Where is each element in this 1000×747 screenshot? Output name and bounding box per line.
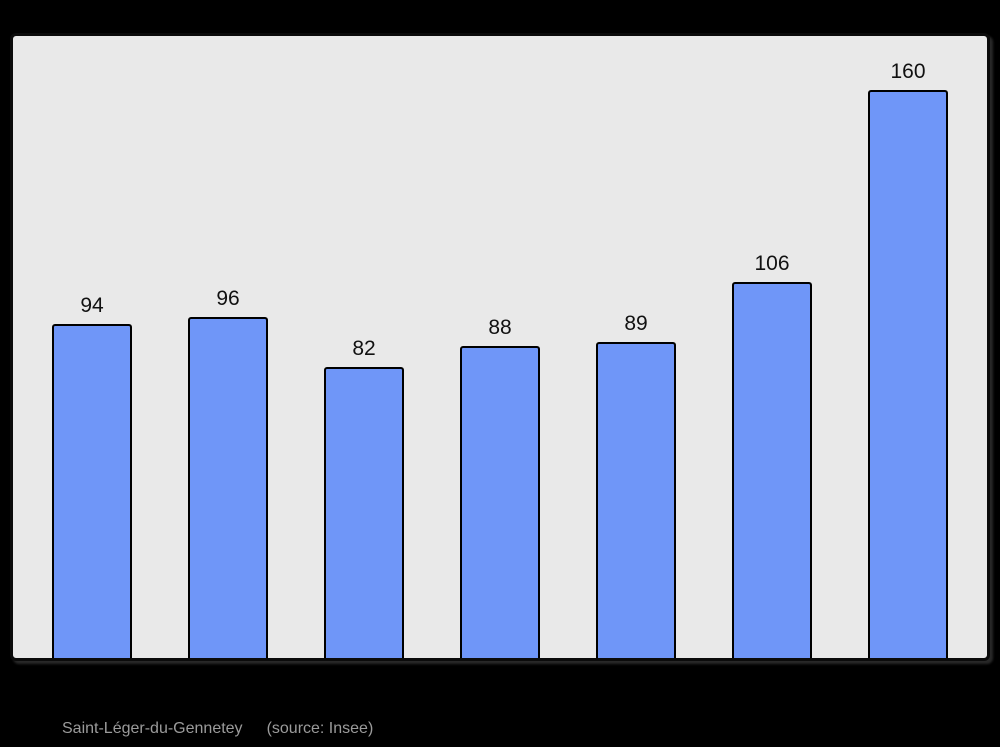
bar bbox=[732, 282, 812, 658]
caption-source: (source: Insee) bbox=[266, 720, 374, 737]
bar-group: 160 bbox=[868, 60, 948, 658]
bar bbox=[52, 324, 132, 658]
bar-group: 96 bbox=[188, 287, 268, 658]
chart-plot-area: 94 96 82 88 89 106 160 bbox=[10, 33, 990, 661]
bar bbox=[324, 367, 404, 658]
bar-value-label: 88 bbox=[488, 315, 512, 339]
bar-value-label: 160 bbox=[890, 59, 926, 83]
chart-caption: Saint-Léger-du-Gennetey (source: Insee) bbox=[62, 720, 373, 738]
caption-title: Saint-Léger-du-Gennetey bbox=[62, 720, 243, 737]
bar-value-label: 106 bbox=[754, 251, 790, 275]
bar-group: 94 bbox=[52, 294, 132, 658]
bar-value-label: 96 bbox=[216, 286, 240, 310]
bar bbox=[868, 90, 948, 658]
bar bbox=[188, 317, 268, 658]
bar-value-label: 82 bbox=[352, 336, 376, 360]
bar-group: 88 bbox=[460, 316, 540, 658]
bar-group: 106 bbox=[732, 252, 812, 658]
bar bbox=[460, 346, 540, 658]
bar bbox=[596, 342, 676, 658]
bar-value-label: 89 bbox=[624, 311, 648, 335]
bar-value-label: 94 bbox=[80, 293, 104, 317]
bar-group: 89 bbox=[596, 312, 676, 658]
bar-group: 82 bbox=[324, 337, 404, 658]
